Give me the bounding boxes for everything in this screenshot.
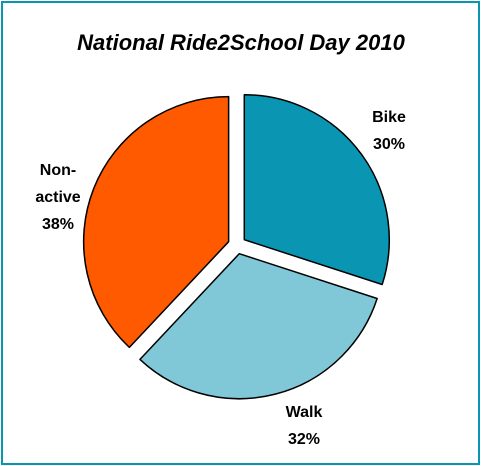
category-label: Bike: [372, 109, 406, 126]
category-label: Walk: [285, 404, 323, 421]
value-label: 32%: [287, 431, 321, 448]
chart-title: National Ride2School Day 2010: [77, 30, 405, 55]
pie-slice: [82, 95, 230, 349]
slice-label: Bike 30%: [359, 104, 419, 158]
slice-label: Non-active 38%: [30, 157, 86, 238]
value-label: 38%: [41, 216, 75, 233]
pie-slice: [139, 252, 378, 400]
category-label: Non-active: [35, 162, 81, 206]
slice-label: Walk 32%: [274, 399, 334, 453]
pie-slice: [243, 93, 390, 286]
value-label: 30%: [372, 136, 406, 153]
